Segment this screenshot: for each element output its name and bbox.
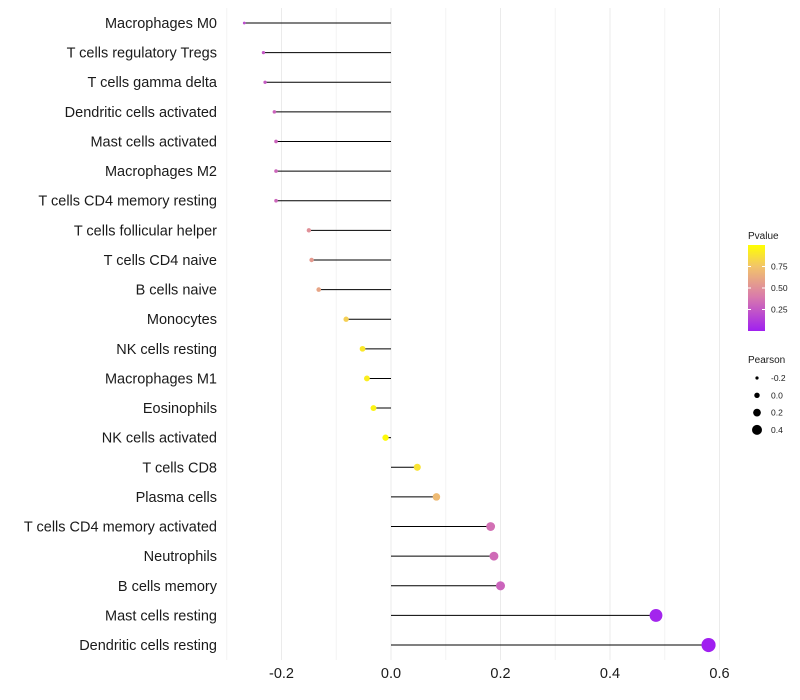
category-label: T cells CD8 [142,460,217,476]
pvalue-tick-label: 0.50 [771,283,788,293]
data-point [274,198,278,203]
category-label: Eosinophils [143,401,217,417]
category-label: Mast cells resting [105,608,217,624]
data-point [263,80,267,84]
pearson-legend-label: -0.2 [771,373,786,383]
data-point [343,316,349,322]
x-tick-label: 0.4 [600,666,620,682]
pearson-legend-dot [753,408,761,417]
data-point [370,405,377,412]
data-point [261,50,266,55]
category-label: NK cells activated [102,431,217,447]
data-point [316,287,322,292]
grid-lines [226,8,720,660]
x-tick-label: -0.2 [269,666,294,682]
data-point [701,637,716,653]
data-point [486,522,496,531]
pearson-legend-dot [752,424,762,435]
category-label: T cells CD4 naive [104,253,217,269]
category-label: Macrophages M1 [105,371,217,387]
pearson-legend-label: 0.2 [771,408,783,418]
data-point [359,345,366,352]
category-label: Mast cells activated [90,134,217,150]
category-label: Dendritic cells activated [65,105,217,121]
category-label: NK cells resting [116,342,217,358]
category-label: Plasma cells [136,490,217,506]
category-label: T cells gamma delta [88,75,218,91]
data-point [364,375,370,382]
data-point [432,493,441,501]
data-point [274,139,278,144]
pvalue-colorbar [748,245,765,331]
pearson-legend-label: 0.0 [771,390,783,400]
pvalue-legend-ticks: 0.75 0.50 0.25 [748,262,788,315]
data-point [306,228,312,233]
x-tick-label: 0.2 [490,666,510,682]
data-point [242,21,246,25]
x-axis-ticks: -0.2 0.0 0.2 0.4 0.6 [269,666,730,682]
pvalue-tick-label: 0.25 [771,305,788,315]
category-label: T cells follicular helper [74,223,217,239]
pearson-legend: Pearson -0.2 0.0 0.2 0.4 [748,355,786,435]
category-labels: Macrophages M0 T cells regulatory Tregs T … [24,16,218,654]
category-label: Neutrophils [144,549,217,565]
category-label: B cells naive [136,283,217,299]
data-point [489,551,499,561]
category-label: Macrophages M2 [105,164,217,180]
pvalue-tick-label: 0.75 [771,262,788,272]
category-label: Macrophages M0 [105,16,217,32]
data-point [272,110,277,114]
x-tick-label: 0.0 [381,666,401,682]
data-point [495,581,506,591]
lollipop-dots [242,21,716,653]
pearson-legend-dot [754,392,760,399]
category-label: T cells CD4 memory activated [24,520,217,536]
data-point [413,463,421,471]
x-tick-label: 0.6 [709,666,729,682]
data-point [649,608,663,622]
data-point [309,257,314,263]
pearson-legend-title: Pearson [748,355,785,366]
category-label: Monocytes [147,312,217,328]
pvalue-legend-title: Pvalue [748,231,779,242]
pearson-legend-keys: -0.2 0.0 0.2 0.4 [752,373,786,435]
pvalue-legend: Pvalue 0.75 0.50 0.25 [748,231,788,331]
category-label: Dendritic cells resting [79,638,217,654]
pearson-legend-label: 0.4 [771,425,783,435]
category-label: T cells CD4 memory resting [38,194,217,210]
pearson-legend-dot [755,376,759,380]
category-label: T cells regulatory Tregs [67,46,217,62]
category-label: B cells memory [118,579,218,595]
lollipop-stems [244,22,709,646]
data-point [382,434,389,441]
data-point [274,169,278,173]
